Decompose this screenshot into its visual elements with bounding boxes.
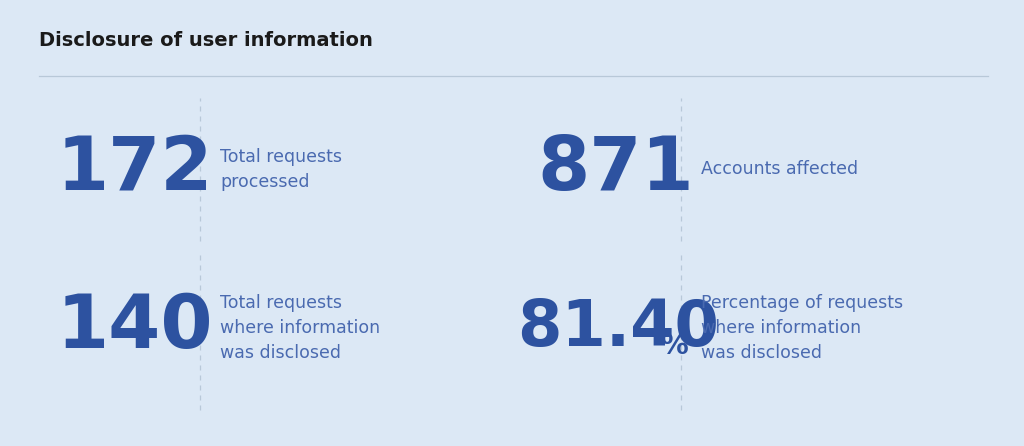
Text: 81.40: 81.40 bbox=[517, 297, 719, 359]
Text: Percentage of requests
where information
was disclosed: Percentage of requests where information… bbox=[701, 294, 903, 362]
Text: 172: 172 bbox=[56, 133, 213, 206]
Text: Total requests
processed: Total requests processed bbox=[220, 148, 342, 191]
Text: Accounts affected: Accounts affected bbox=[701, 161, 858, 178]
Text: Total requests
where information
was disclosed: Total requests where information was dis… bbox=[220, 294, 380, 362]
Text: 871: 871 bbox=[538, 133, 694, 206]
Text: %: % bbox=[660, 332, 688, 359]
Text: Disclosure of user information: Disclosure of user information bbox=[39, 31, 373, 50]
Text: 140: 140 bbox=[56, 291, 213, 364]
